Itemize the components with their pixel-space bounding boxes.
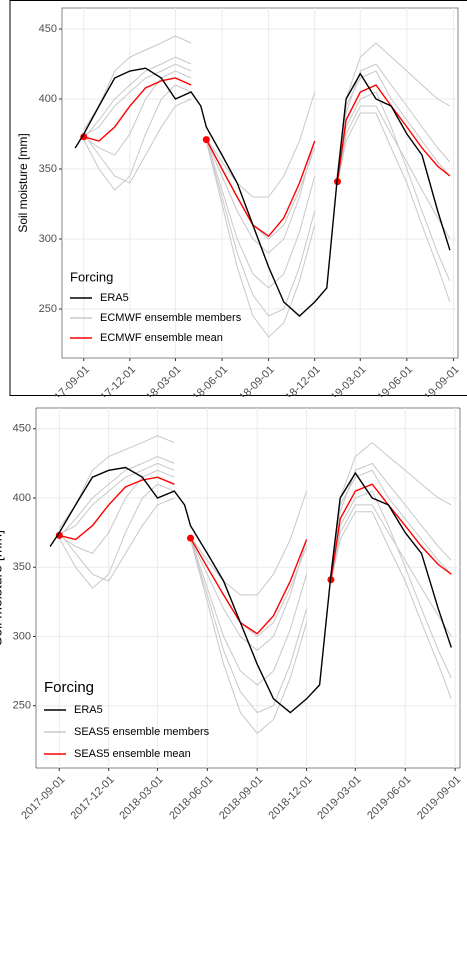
legend-label: ERA5 — [74, 704, 103, 716]
x-tick-label: 2019-06-01 — [365, 774, 413, 822]
legend-label: ECMWF ensemble mean — [100, 332, 223, 344]
y-tick-label: 250 — [13, 700, 31, 712]
forecast-start-dot — [202, 136, 210, 144]
y-tick-label: 350 — [13, 561, 31, 573]
x-tick-label: 2018-09-01 — [217, 774, 265, 822]
y-tick-label: 400 — [39, 93, 57, 105]
y-axis-label: Soil moisture [mm] — [16, 133, 30, 232]
x-tick-label: 2018-09-01 — [229, 364, 277, 397]
figure-border — [9, 0, 467, 396]
x-tick-label: 2018-06-01 — [167, 774, 215, 822]
legend-label: ECMWF ensemble members — [100, 312, 242, 324]
ensemble-member-line — [58, 483, 452, 735]
x-tick-label: 2017-09-01 — [19, 774, 67, 822]
y-tick-label: 450 — [13, 423, 31, 435]
ensemble-member-line — [83, 84, 451, 338]
plot-panel — [35, 407, 461, 769]
legend-title: Forcing — [44, 679, 94, 696]
ensemble-member-line — [59, 469, 452, 686]
legend-label: SEAS5 ensemble mean — [74, 748, 191, 760]
ensemble-member-line — [83, 70, 451, 289]
x-tick-label: 2017-09-01 — [44, 364, 92, 397]
x-tick-label: 2018-03-01 — [135, 364, 183, 397]
y-tick-label: 350 — [39, 163, 57, 175]
x-tick-label: 2019-06-01 — [367, 364, 415, 397]
x-tick-label: 2019-03-01 — [320, 364, 368, 397]
reference-line — [49, 466, 452, 714]
plot-panel — [61, 7, 459, 359]
reference-line — [74, 67, 451, 317]
y-tick-label: 450 — [39, 23, 57, 35]
ensemble-member-line — [58, 490, 452, 714]
x-tick-label: 2018-12-01 — [266, 774, 314, 822]
y-tick-label: 400 — [13, 492, 31, 504]
x-tick-label: 2017-12-01 — [90, 364, 138, 397]
x-tick-label: 2018-12-01 — [275, 364, 323, 397]
y-tick-label: 300 — [13, 630, 31, 642]
forecast-start-dot — [80, 133, 88, 141]
legend-label: ERA5 — [100, 292, 129, 304]
forecast-start-dot — [55, 531, 63, 539]
y-tick-label: 300 — [39, 233, 57, 245]
legend-title: Forcing — [70, 269, 113, 284]
forecast-start-dot — [187, 534, 195, 542]
x-tick-label: 2019-03-01 — [315, 774, 363, 822]
x-tick-label: 2017-12-01 — [69, 774, 117, 822]
x-tick-label: 2019-09-01 — [413, 364, 461, 397]
x-tick-label: 2018-06-01 — [182, 364, 230, 397]
legend-label: SEAS5 ensemble members — [74, 726, 210, 738]
chart-top: 2503003504004502017-09-012017-12-012018-… — [9, 0, 467, 397]
x-tick-label: 2018-03-01 — [117, 774, 165, 822]
y-tick-label: 250 — [39, 303, 57, 315]
x-tick-label: 2019-09-01 — [415, 774, 463, 822]
y-axis-label: Soil moisture [mm] — [0, 530, 5, 646]
ensemble-member-line — [83, 91, 451, 317]
